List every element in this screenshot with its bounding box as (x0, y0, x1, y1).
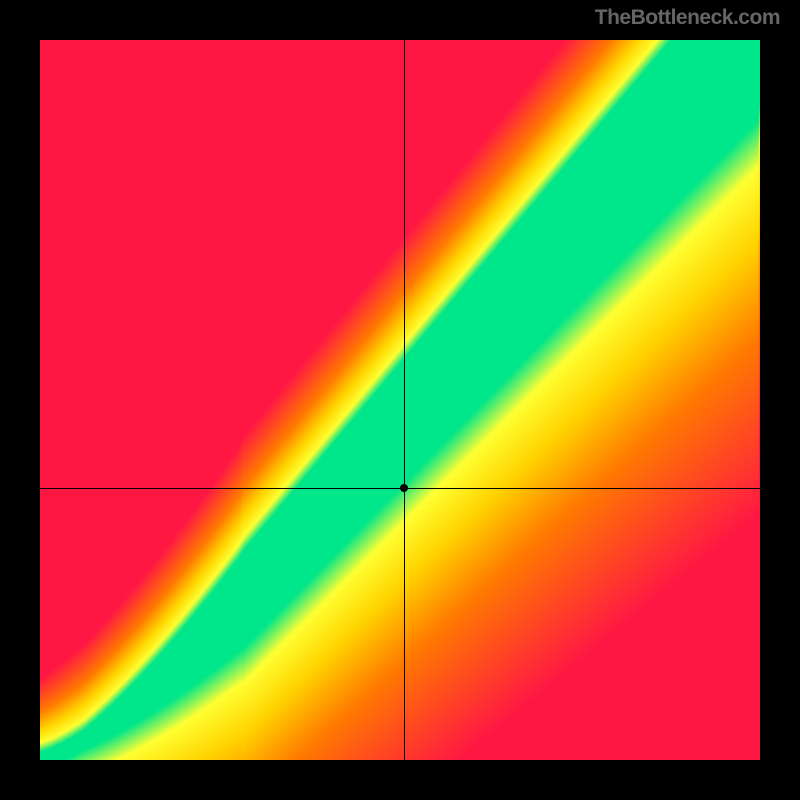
heatmap-plot (40, 40, 760, 760)
watermark-text: TheBottleneck.com (595, 6, 780, 30)
crosshair-vertical (404, 40, 405, 760)
crosshair-marker (400, 484, 408, 492)
chart-container: TheBottleneck.com (0, 0, 800, 800)
heatmap-canvas (40, 40, 760, 760)
